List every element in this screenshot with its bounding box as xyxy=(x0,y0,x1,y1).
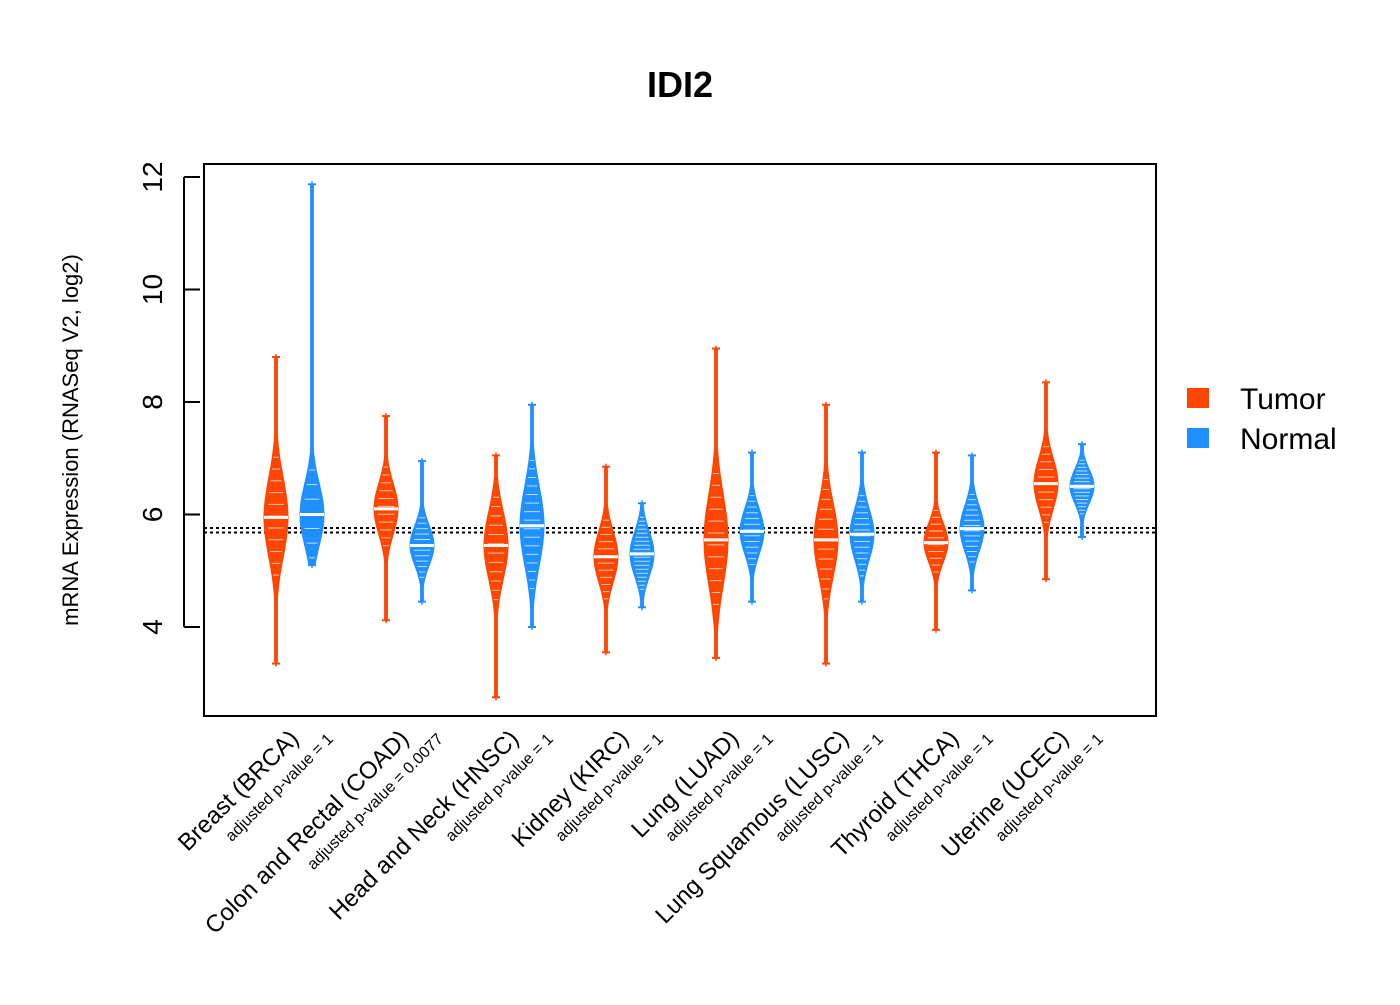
violin-tumor-6 xyxy=(923,449,949,633)
violin-normal-0 xyxy=(299,181,325,569)
violin-normal-6 xyxy=(959,452,985,594)
plot-frame xyxy=(203,163,1157,717)
violin-tumor-3 xyxy=(593,463,619,656)
violin-normal-5 xyxy=(849,449,875,605)
violin-tumor-1 xyxy=(373,413,399,624)
violin-normal-1 xyxy=(409,458,435,605)
violin-normal-2 xyxy=(519,401,545,630)
violin-normal-7 xyxy=(1069,441,1095,540)
violin-tumor-0 xyxy=(263,354,289,667)
violin-normal-4 xyxy=(739,449,765,605)
legend-swatch xyxy=(1187,388,1209,408)
y-tick-label: 4 xyxy=(137,619,168,635)
y-tick-label: 10 xyxy=(137,274,168,305)
violin-tumor-2 xyxy=(483,452,509,701)
violin-normal-3 xyxy=(629,500,655,611)
y-tick-label: 8 xyxy=(137,394,168,410)
legend-swatch xyxy=(1187,428,1209,448)
violin-tumor-4 xyxy=(703,345,729,661)
legend: Tumor Normal xyxy=(1187,383,1337,456)
violin-tumor-5 xyxy=(813,401,839,667)
violin-tumor-7 xyxy=(1033,379,1059,583)
legend-label: Normal xyxy=(1240,423,1337,456)
y-axis-label: mRNA Expression (RNASeq V2, log2) xyxy=(58,254,83,626)
chart-title: IDI2 xyxy=(647,64,713,105)
y-tick-label: 6 xyxy=(137,507,168,523)
legend-label: Tumor xyxy=(1240,383,1326,416)
y-tick-label: 12 xyxy=(137,161,168,192)
